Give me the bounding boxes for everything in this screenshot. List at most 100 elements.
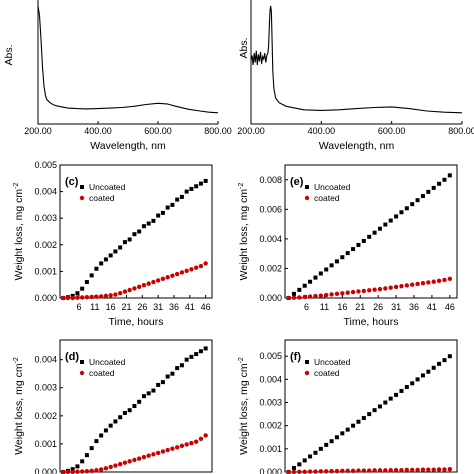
y-axis-label: Weight loss, mg cm-2 [238, 357, 250, 455]
coated-point [302, 469, 307, 474]
y-tick-label: 0.003 [34, 213, 57, 223]
y-tick-label: 0.001 [259, 444, 282, 454]
absorbance-line-2 [250, 5, 463, 114]
uncoated-point [442, 358, 447, 363]
coated-point [361, 288, 367, 294]
uncoated-point [179, 363, 184, 368]
uncoated-point [108, 253, 113, 258]
coated-point [189, 267, 194, 272]
coated-point [404, 283, 410, 288]
y-tick-label: 0.000 [259, 467, 282, 474]
y-tick-label: 0.008 [259, 175, 282, 185]
coated-point [184, 268, 189, 274]
legend-marker-uncoated [305, 185, 309, 189]
uncoated-point [345, 251, 350, 256]
coated-point [189, 440, 194, 446]
legend-label-uncoated: Uncoated [89, 357, 126, 367]
x-axis-label: Time, hours [343, 316, 398, 328]
legend-marker-coated [304, 370, 310, 376]
y-axis-label: Abs. [238, 37, 250, 58]
uncoated-point [351, 247, 356, 252]
coated-point [198, 436, 204, 442]
coated-point [372, 468, 377, 473]
x-tick-label: 6 [304, 302, 309, 312]
coated-point [393, 467, 399, 473]
x-tick-label: 200.00 [24, 126, 52, 136]
y-axis-label: Weight loss, mg cm-2 [238, 183, 250, 281]
x-tick-label: 6 [76, 302, 81, 312]
coated-point [113, 463, 118, 468]
coated-point [399, 467, 404, 473]
uncoated-point [194, 184, 199, 189]
coated-point [155, 278, 161, 283]
uncoated-point [415, 198, 420, 203]
x-tick-label: 41 [427, 302, 437, 312]
coated-point [291, 295, 297, 300]
coated-point [286, 295, 291, 301]
coated-point [356, 289, 361, 294]
coated-point [117, 461, 123, 467]
uncoated-point [367, 412, 372, 417]
uncoated-point [302, 283, 307, 288]
uncoated-point [99, 433, 104, 438]
legend-marker-coated [304, 195, 310, 201]
panel-label: (e) [290, 176, 304, 188]
legend-label-uncoated: Uncoated [314, 357, 351, 367]
coated-point [404, 467, 410, 473]
coated-point [313, 469, 318, 474]
uncoated-point [118, 245, 123, 250]
y-axis-label-superscript: -2 [238, 183, 245, 189]
uncoated-point [399, 210, 404, 215]
uncoated-point [84, 280, 89, 285]
uncoated-point [141, 224, 146, 229]
x-tick-label: 200.00 [237, 126, 265, 136]
x-tick-label: 600.00 [144, 126, 172, 136]
uncoated-point [313, 275, 318, 280]
coated-point [117, 291, 123, 296]
coated-point [146, 453, 151, 458]
uncoated-point [361, 416, 366, 421]
uncoated-point [340, 431, 345, 436]
coated-point [340, 468, 345, 474]
coated-point [377, 286, 383, 292]
coated-point [297, 469, 302, 474]
coated-point [367, 468, 372, 473]
uncoated-point [127, 237, 132, 242]
y-tick-label: 0.003 [34, 383, 57, 393]
coated-point [420, 467, 426, 472]
uncoated-point [329, 263, 334, 268]
uncoated-point [431, 185, 436, 190]
y-tick-label: 0.005 [34, 160, 57, 170]
coated-point [79, 295, 85, 300]
coated-point [372, 287, 377, 292]
y-axis-label-text: Weight loss, mg cm [238, 363, 250, 455]
x-axis-label: Time, hours [108, 316, 163, 328]
coated-point [345, 468, 350, 474]
coated-point [297, 295, 302, 300]
coated-point [127, 459, 132, 464]
uncoated-point [194, 352, 199, 357]
uncoated-point [127, 408, 132, 413]
coated-point [89, 294, 94, 300]
uncoated-point [345, 427, 350, 432]
plot-frame [284, 339, 458, 473]
uncoated-point [198, 349, 203, 354]
uncoated-point [156, 213, 161, 218]
coated-point [307, 294, 313, 299]
y-tick-label: 0.004 [34, 355, 57, 365]
y-tick-label: 0.002 [34, 411, 57, 421]
y-axis-label-superscript: -2 [13, 357, 20, 363]
uncoated-point [404, 385, 409, 390]
x-tick-label: 36 [169, 302, 179, 312]
uncoated-point [203, 346, 208, 351]
coated-point [329, 292, 334, 297]
coated-point [184, 442, 189, 447]
x-tick-label: 800.00 [204, 126, 232, 136]
uncoated-point [313, 450, 318, 455]
coated-point [122, 289, 128, 294]
x-tick-label: 46 [445, 302, 455, 312]
coated-point [65, 469, 71, 474]
legend-marker-coated [79, 195, 85, 201]
legend-label-uncoated: Uncoated [314, 182, 351, 192]
y-tick-label: 0.000 [34, 467, 57, 474]
